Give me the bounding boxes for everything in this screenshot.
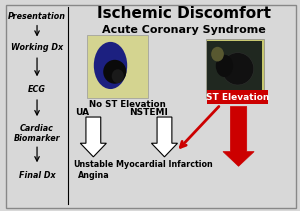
Ellipse shape: [216, 55, 233, 77]
Ellipse shape: [211, 47, 224, 61]
FancyBboxPatch shape: [206, 39, 264, 98]
Text: Myocardial Infarction: Myocardial Infarction: [116, 160, 213, 169]
FancyBboxPatch shape: [207, 41, 262, 97]
Text: Ischemic Discomfort: Ischemic Discomfort: [97, 6, 271, 21]
Text: Working Dx: Working Dx: [11, 43, 63, 52]
Text: Acute Coronary Syndrome: Acute Coronary Syndrome: [102, 25, 266, 35]
Text: No ST Elevation: No ST Elevation: [89, 100, 166, 109]
Text: Final Dx: Final Dx: [19, 171, 55, 180]
Text: NSTEMI: NSTEMI: [129, 108, 168, 117]
Text: UA: UA: [76, 108, 90, 117]
Ellipse shape: [112, 69, 124, 83]
Text: Cardiac
Biomarker: Cardiac Biomarker: [14, 124, 60, 143]
Text: Presentation: Presentation: [8, 12, 66, 21]
FancyBboxPatch shape: [207, 90, 268, 104]
Ellipse shape: [222, 53, 253, 85]
Ellipse shape: [94, 42, 127, 89]
Text: ECG: ECG: [28, 85, 46, 94]
FancyBboxPatch shape: [87, 35, 148, 98]
Text: ST Elevation: ST Elevation: [206, 93, 269, 102]
Text: Unstable
Angina: Unstable Angina: [73, 160, 113, 180]
Ellipse shape: [103, 60, 126, 84]
Polygon shape: [223, 107, 254, 166]
FancyBboxPatch shape: [6, 5, 296, 208]
Polygon shape: [80, 117, 106, 157]
Polygon shape: [152, 117, 178, 157]
